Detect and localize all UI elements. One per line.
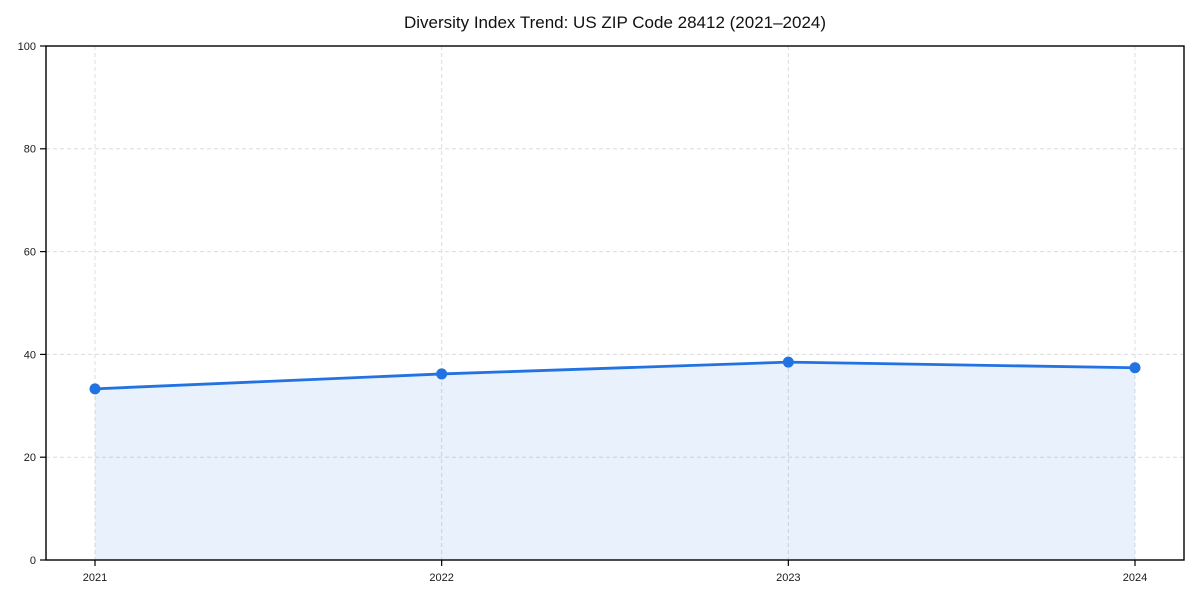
data-point-2023 [782,356,794,368]
x-tick-label: 2024 [1123,572,1147,584]
data-point-2024 [1129,362,1141,374]
chart-title: Diversity Index Trend: US ZIP Code 28412… [404,13,826,32]
data-point-2022 [436,368,448,380]
plot-border [45,45,1185,561]
y-tick-label: 40 [24,349,36,361]
trend-line [93,360,1137,391]
y-tick-label: 80 [24,144,36,156]
x-tick-label: 2021 [83,572,107,584]
area-fill [95,362,1135,560]
x-tick-label: 2022 [429,572,453,584]
data-point-2021 [89,383,101,395]
y-tick-label: 0 [30,555,36,567]
y-tick-label: 20 [24,452,36,464]
y-tick-label: 100 [18,41,36,53]
plot-area: 0 20 40 60 80 100 2021 2022 2023 2024 [18,41,1185,584]
x-tick-label: 2023 [776,572,800,584]
y-tick-label: 60 [24,246,36,258]
